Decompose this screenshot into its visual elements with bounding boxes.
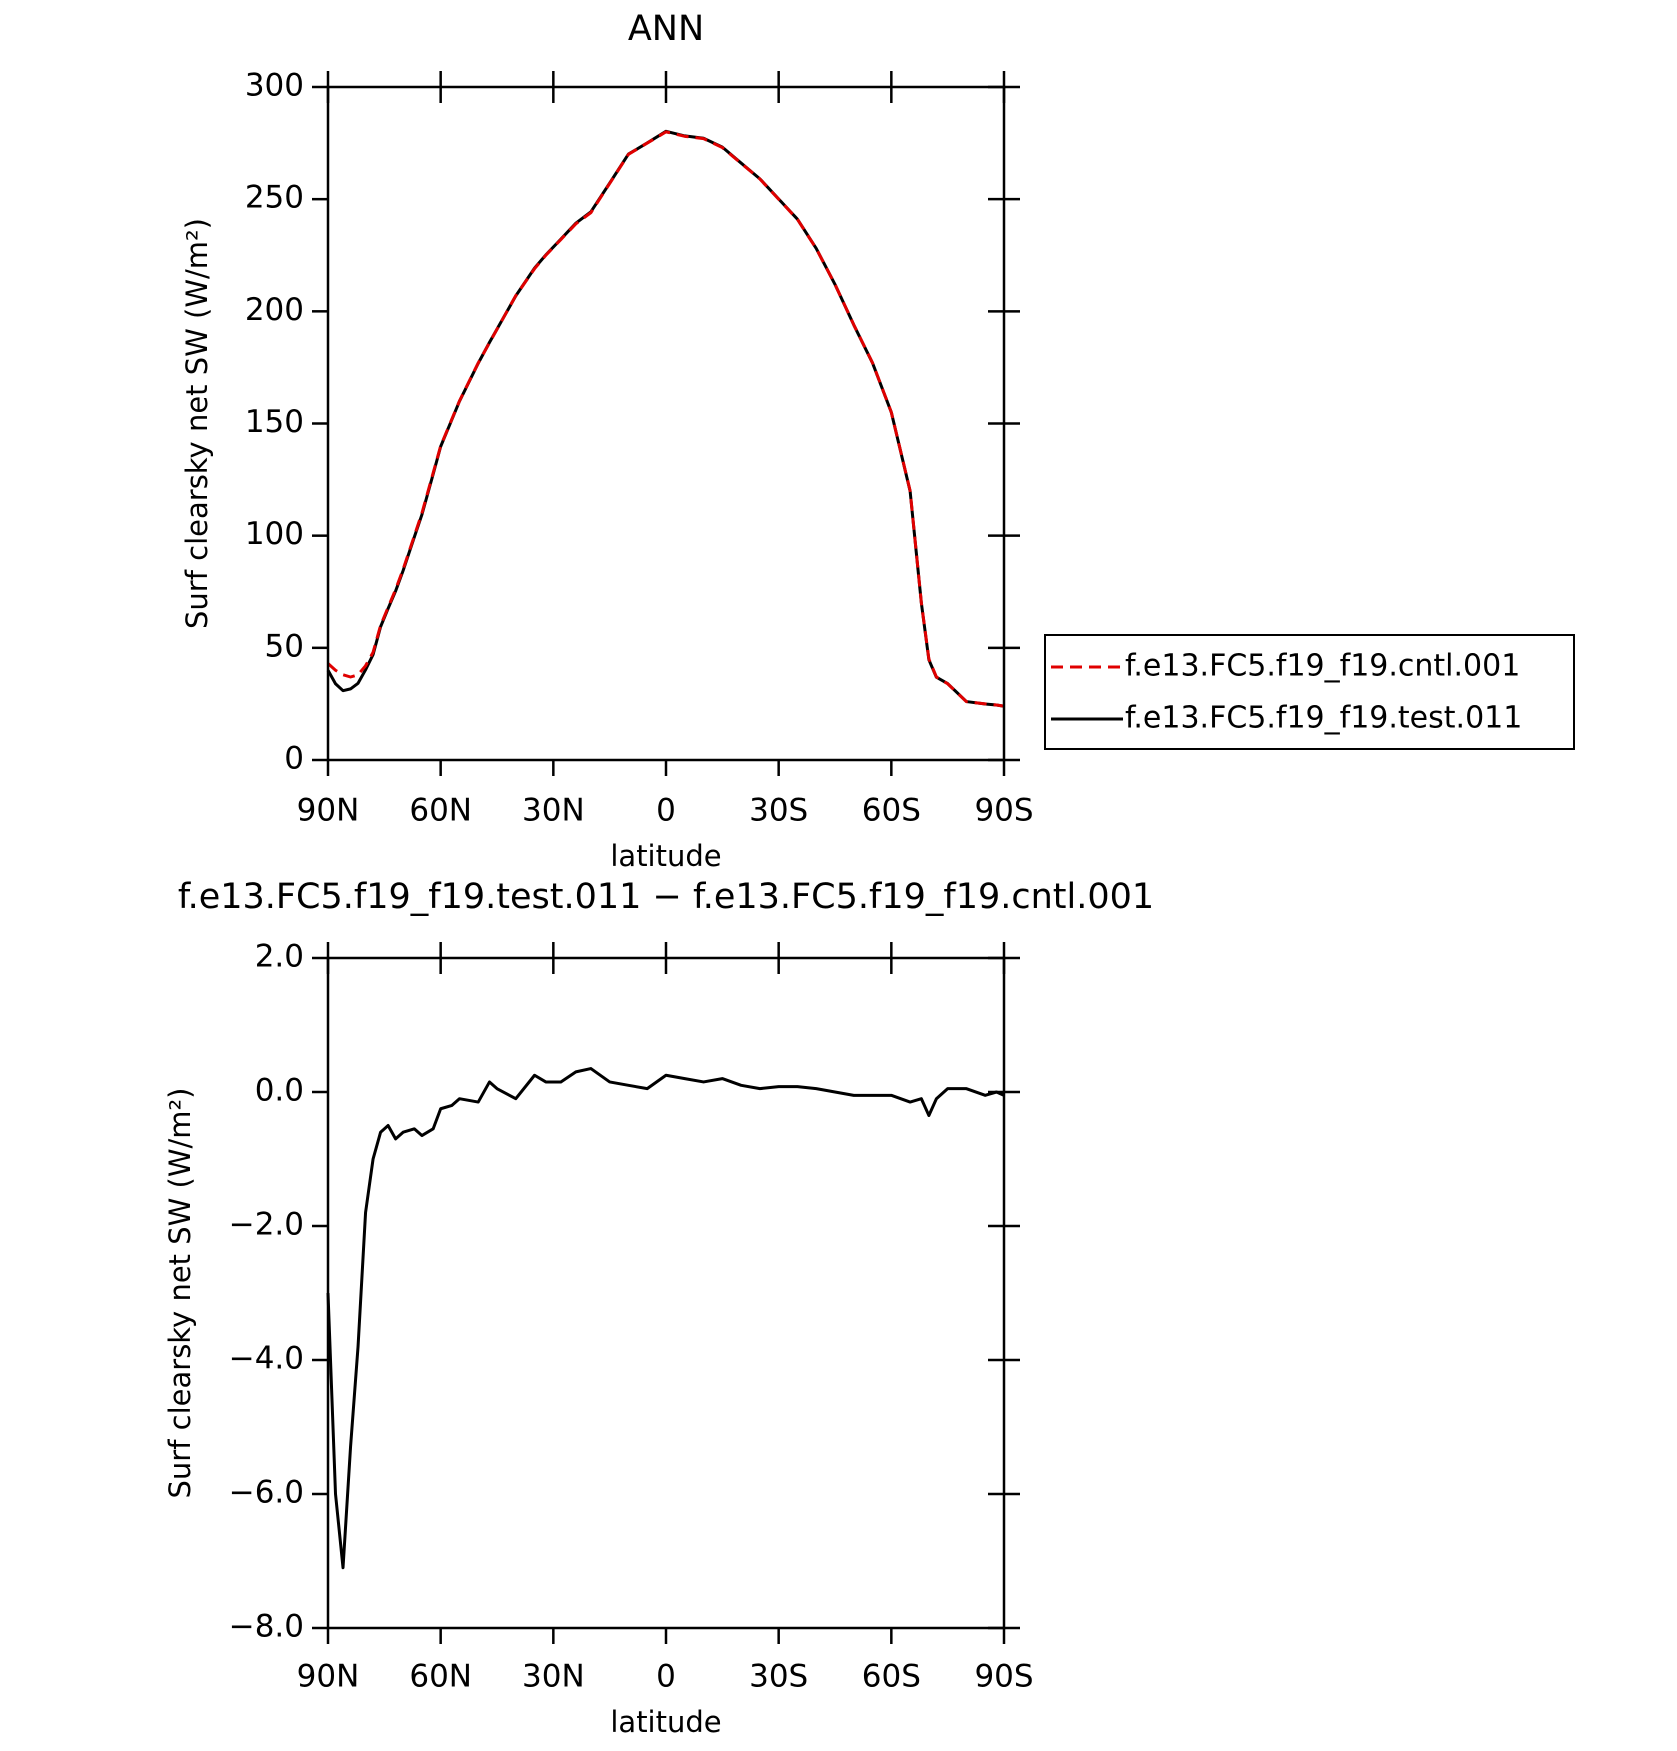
- x-axis-label: latitude: [610, 839, 721, 873]
- y-tick-label: 300: [245, 68, 304, 104]
- y-tick-label: 100: [245, 516, 304, 552]
- y-tick-label: 2.0: [255, 939, 304, 975]
- x-tick-label: 90N: [297, 793, 360, 829]
- y-tick-label: 0: [284, 741, 304, 777]
- x-tick-label: 90N: [297, 1659, 360, 1695]
- x-tick-label: 30S: [749, 1659, 808, 1695]
- y-tick-label: −2.0: [229, 1207, 304, 1243]
- y-tick-label: 150: [245, 404, 304, 440]
- x-tick-label: 60N: [409, 793, 472, 829]
- plot-frame: [326, 956, 1006, 1630]
- x-tick-label: 0: [656, 793, 676, 829]
- y-tick-label: −4.0: [229, 1341, 304, 1377]
- x-tick-label: 30S: [749, 793, 808, 829]
- legend-label: f.e13.FC5.f19_f19.test.011: [1125, 701, 1522, 736]
- data-line: [326, 129, 1005, 708]
- x-tick-label: 60S: [862, 1659, 921, 1695]
- x-axis-label: latitude: [610, 1705, 721, 1739]
- x-tick-label: 90S: [974, 793, 1033, 829]
- x-tick-label: 30N: [522, 1659, 585, 1695]
- legend-box: [1044, 634, 1575, 750]
- data-line: [326, 1067, 1005, 1570]
- x-tick-label: 60S: [862, 793, 921, 829]
- data-line: [326, 130, 1005, 708]
- y-tick-label: −8.0: [229, 1609, 304, 1645]
- y-tick-label: −6.0: [229, 1475, 304, 1511]
- x-tick-label: 30N: [522, 793, 585, 829]
- y-axis-label: Surf clearsky net SW (W/m²): [163, 1088, 197, 1499]
- y-tick-label: 0.0: [255, 1073, 304, 1109]
- x-tick-label: 60N: [409, 1659, 472, 1695]
- x-tick-label: 0: [656, 1659, 676, 1695]
- y-tick-label: 50: [265, 628, 304, 664]
- chart-title: f.e13.FC5.f19_f19.test.011 − f.e13.FC5.f…: [178, 877, 1154, 917]
- y-tick-label: 250: [245, 180, 304, 216]
- legend-label: f.e13.FC5.f19_f19.cntl.001: [1125, 649, 1520, 684]
- plot-frame: [326, 85, 1006, 762]
- chart-title: ANN: [628, 9, 704, 49]
- y-tick-label: 200: [245, 292, 304, 328]
- x-tick-label: 90S: [974, 1659, 1033, 1695]
- y-axis-label: Surf clearsky net SW (W/m²): [180, 218, 214, 629]
